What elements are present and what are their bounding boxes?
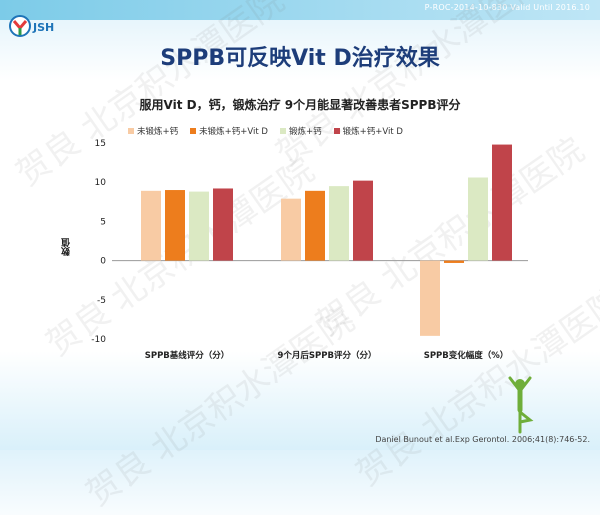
y-tick-label: 10 xyxy=(95,178,107,188)
y-tick-label: 15 xyxy=(95,139,106,149)
chart-title: 服用Vit D，钙，锻炼治疗 9个月能显著改善患者SPPB评分 xyxy=(139,98,461,112)
y-tick-label: 5 xyxy=(100,217,106,227)
legend-label: 未锻炼+钙 xyxy=(137,127,179,137)
legend-item: 未锻炼+钙 xyxy=(128,125,178,137)
bar-1-2 xyxy=(281,198,301,261)
legend-label: 未锻炼+钙+Vit D xyxy=(199,127,268,137)
x-category-label: SPPB基线评分（分） xyxy=(145,350,230,361)
legend-label: 锻炼+钙+Vit D xyxy=(342,127,403,137)
bar-3-2 xyxy=(329,186,349,261)
yoga-figure-icon xyxy=(508,376,534,434)
legend-swatch xyxy=(333,128,340,134)
legend-swatch xyxy=(128,128,134,134)
slide-title: SPPB可反映Vit D治疗效果 xyxy=(160,46,440,71)
legend-label: 锻炼+钙 xyxy=(288,127,322,137)
bar-3-1 xyxy=(189,191,209,261)
footer-reference: Daniel Bunout et al.Exp Gerontol. 2006;4… xyxy=(375,435,590,444)
chart-legend: 未锻炼+钙 未锻炼+钙+Vit D 锻炼+钙 锻炼+钙+Vit D xyxy=(128,124,568,138)
logo-text: JSH xyxy=(32,21,54,34)
legend-swatch xyxy=(279,128,286,134)
bar-1-3 xyxy=(420,260,440,336)
legend-item: 未锻炼+钙+Vit D xyxy=(190,125,268,137)
x-category-label: 9个月后SPPB评分（分） xyxy=(278,350,377,361)
hospital-logo-icon: JSH xyxy=(9,15,54,37)
legend-item: 锻炼+钙 xyxy=(279,125,322,137)
bar-2-3 xyxy=(444,260,464,263)
y-tick-label: 0 xyxy=(100,257,106,267)
reference-code: P-ROC-2014-10-830 Valid Until 2016.10 xyxy=(424,3,590,12)
bar-1-1 xyxy=(141,190,161,261)
x-category-label: SPPB变化幅度（%） xyxy=(424,350,509,361)
legend-item: 锻炼+钙+Vit D xyxy=(333,125,403,137)
header-bar: P-ROC-2014-10-830 Valid Until 2016.10 xyxy=(0,0,600,20)
bar-3-3 xyxy=(468,177,488,261)
bar-4-2 xyxy=(353,180,373,261)
bar-4-1 xyxy=(213,188,233,261)
bar-2-2 xyxy=(305,190,325,261)
bar-4-3 xyxy=(492,144,512,261)
bar-chart: 15 10 5 0 -5 -10 SPPB基线评分（分） 9个月后SPPB评分（分） SPPB变… xyxy=(91,139,528,361)
y-tick-label: -10 xyxy=(91,335,106,345)
bar-2-1 xyxy=(165,190,185,261)
y-tick-label: -5 xyxy=(97,296,106,306)
legend-swatch xyxy=(190,128,197,134)
